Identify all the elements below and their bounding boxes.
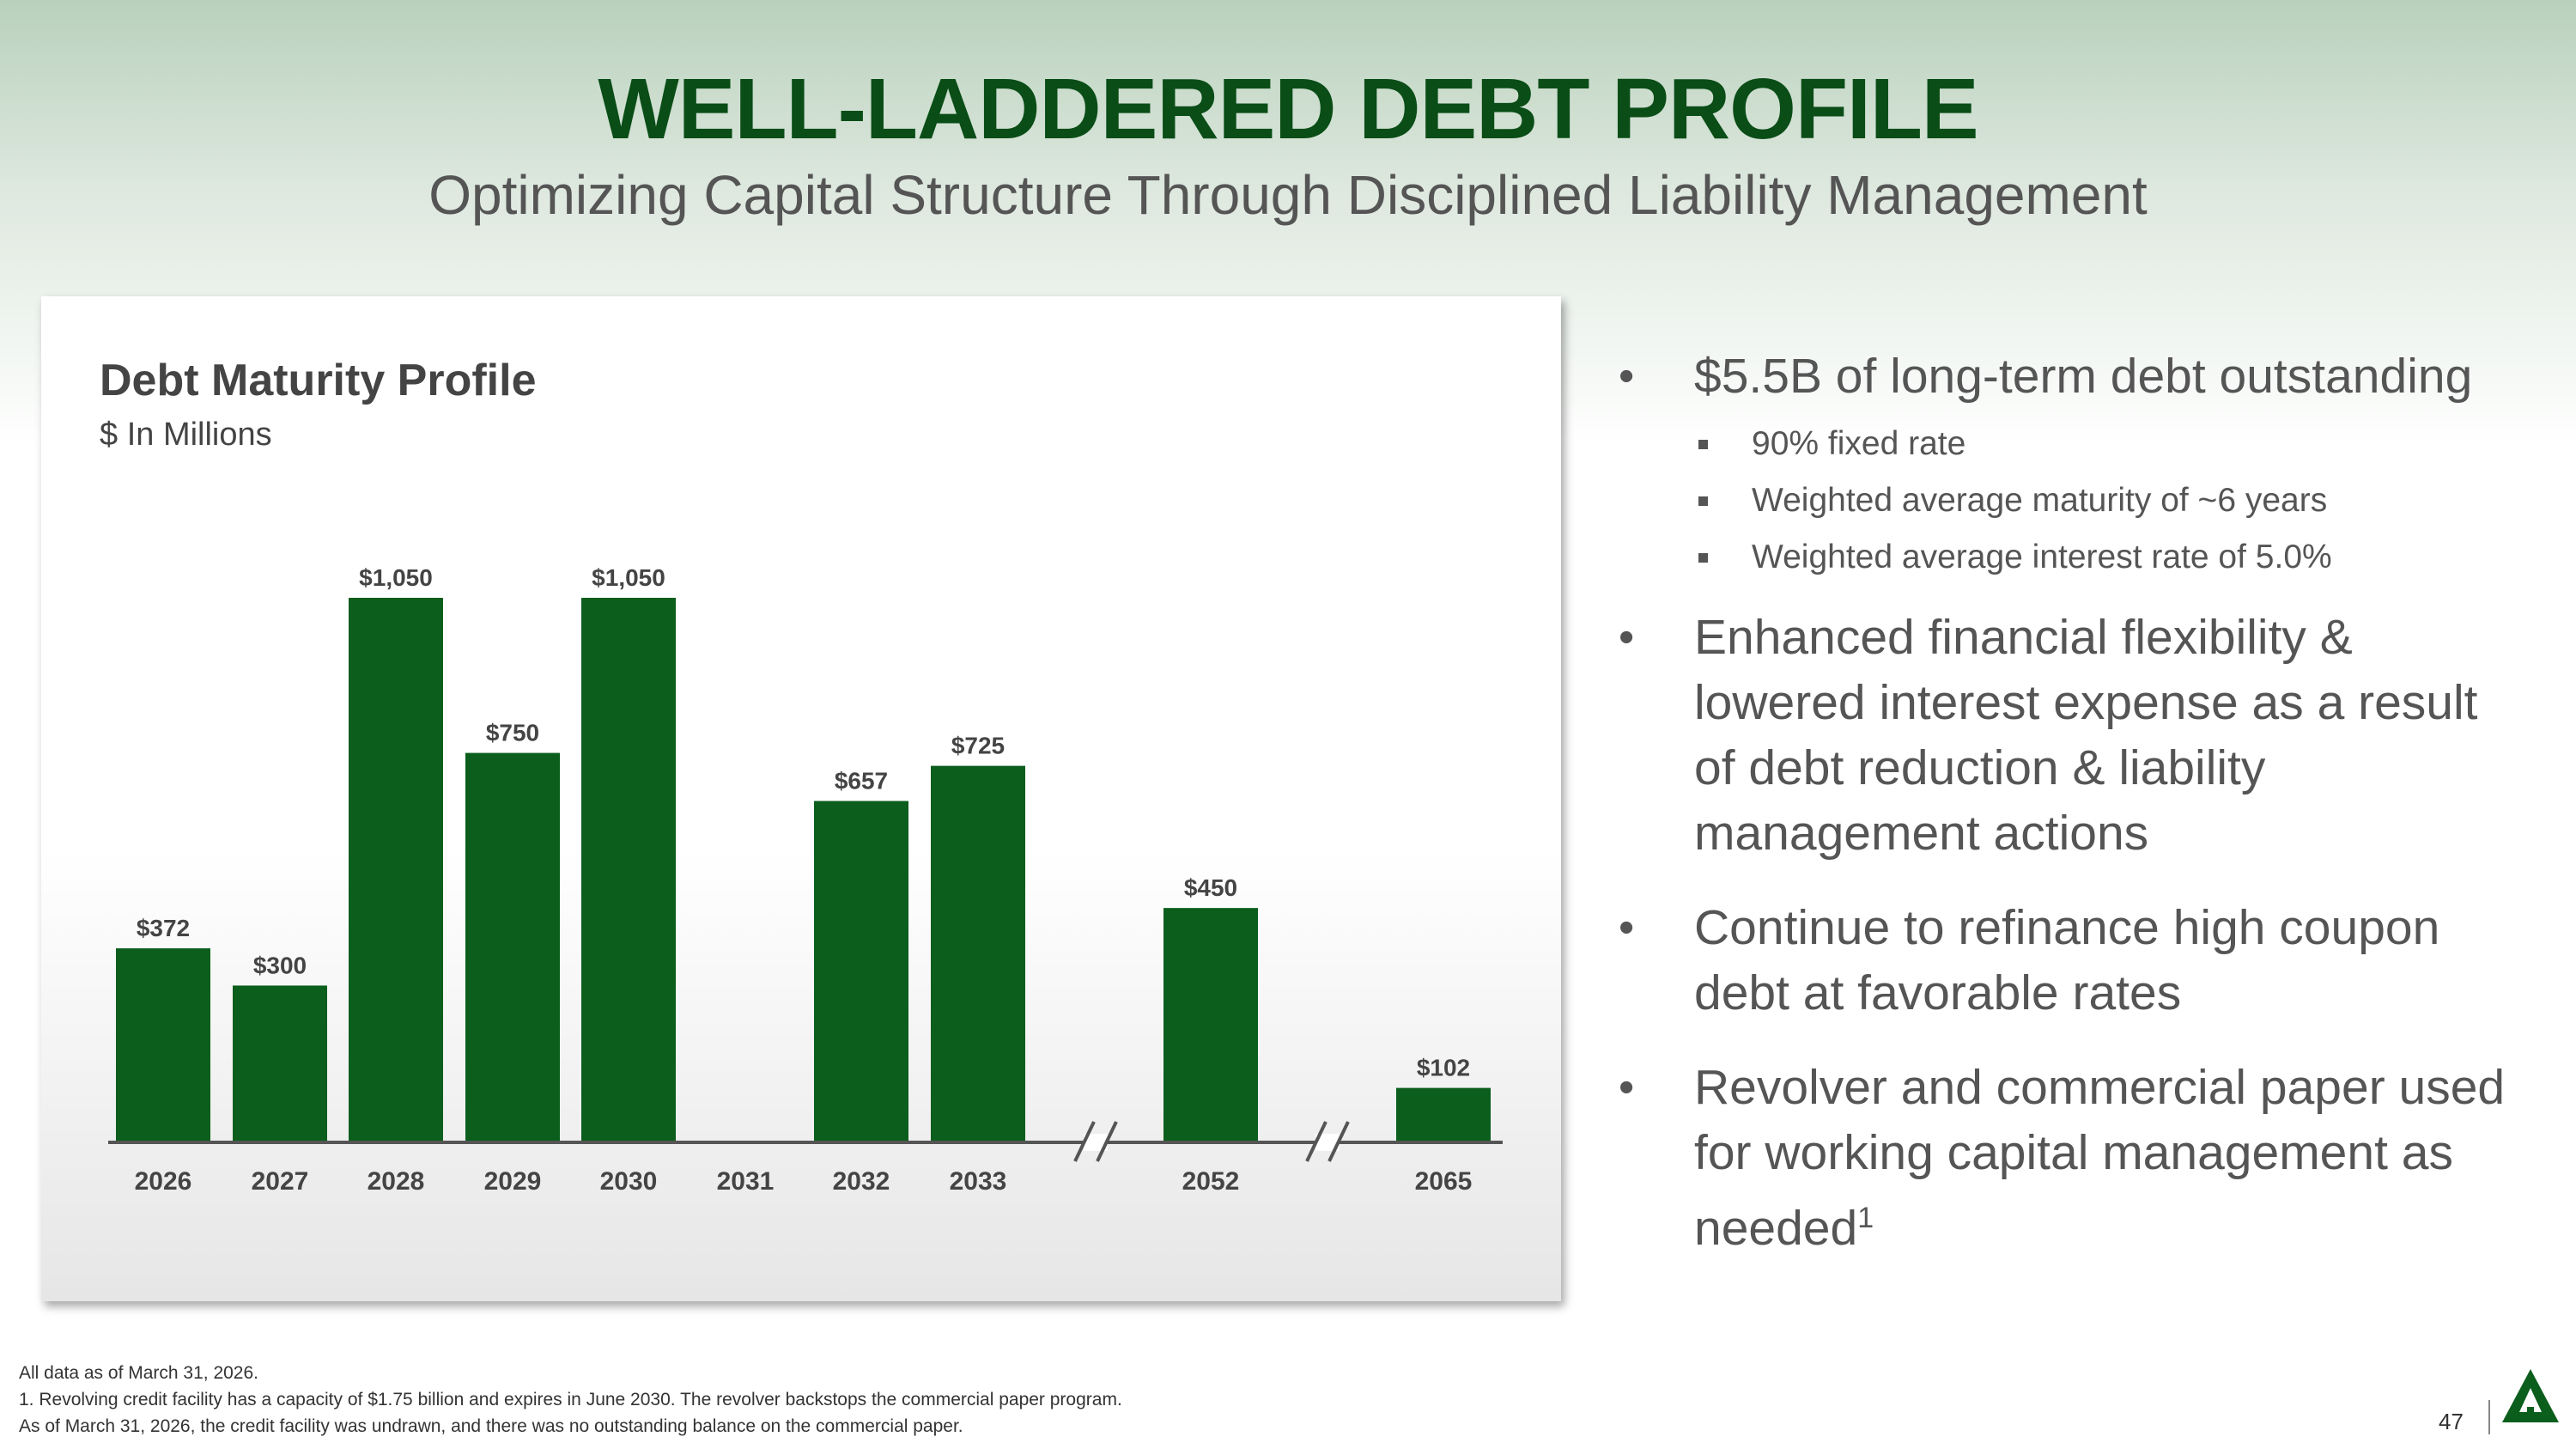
bar-2026 — [116, 948, 210, 1141]
tick-label-2065: 2065 — [1415, 1167, 1473, 1196]
axis-break-mark — [1305, 1121, 1327, 1162]
square-bullet-icon — [1698, 553, 1708, 563]
bullet-text: $5.5B of long-term debt outstanding — [1694, 349, 2473, 404]
bar-2030 — [581, 598, 676, 1141]
sub-bullet-fixed-rate: 90% fixed rate — [1614, 416, 2542, 472]
tick-label-2033: 2033 — [950, 1167, 1007, 1196]
bullet-line: lowered interest expense as a result — [1694, 675, 2478, 730]
sub-bullet-text: 90% fixed rate — [1752, 425, 1966, 462]
tick-label-2032: 2032 — [833, 1167, 890, 1196]
data-label-2033: $725 — [951, 733, 1005, 759]
bullet-revolver: • Revolver and commercial paper used for… — [1614, 1055, 2542, 1261]
data-label-2026: $372 — [137, 915, 190, 941]
footnote-line: All data as of March 31, 2026. — [19, 1363, 258, 1383]
data-label-2032: $657 — [835, 768, 888, 795]
bullet-list: • $5.5B of long-term debt outstanding 90… — [1614, 344, 2542, 1261]
footnote-line: 1. Revolving credit facility has a capac… — [19, 1390, 1122, 1409]
bar-2065 — [1396, 1087, 1491, 1141]
bar-2027 — [233, 985, 327, 1141]
tick-label-2052: 2052 — [1182, 1167, 1240, 1196]
bullet-refinance: • Continue to refinance high coupon debt… — [1614, 895, 2542, 1026]
bullet-line-last: needed1 — [1694, 1185, 2542, 1261]
bullet-debt-outstanding: • $5.5B of long-term debt outstanding — [1614, 344, 2542, 409]
chart-title: Debt Maturity Profile — [100, 356, 537, 405]
bullet-dot-icon: • — [1619, 1062, 1635, 1112]
axis-break-mark — [1327, 1121, 1350, 1162]
data-label-2028: $1,050 — [359, 564, 433, 591]
bullet-line: Continue to refinance high coupon — [1694, 900, 2440, 955]
bullet-dot-icon: • — [1619, 351, 1635, 401]
bar-2033 — [931, 765, 1025, 1141]
footer-divider — [2488, 1400, 2490, 1434]
page-subtitle: Optimizing Capital Structure Through Dis… — [428, 164, 2148, 226]
data-label-2027: $300 — [253, 952, 307, 978]
bullet-line: Enhanced financial flexibility & — [1694, 610, 2353, 665]
tick-label-2026: 2026 — [135, 1167, 192, 1196]
tree-logo-icon — [2502, 1369, 2559, 1422]
chart-panel: Debt Maturity Profile $ In Millions $372… — [41, 296, 1561, 1301]
footnotes: All data as of March 31, 2026. 1. Revolv… — [19, 1360, 1122, 1440]
data-label-2065: $102 — [1417, 1055, 1470, 1081]
bullet-dot-icon: • — [1619, 612, 1635, 662]
sub-bullet-interest: Weighted average interest rate of 5.0% — [1614, 529, 2542, 586]
axis-break-mark — [1073, 1121, 1096, 1162]
bullet-line: of debt reduction & liability — [1694, 740, 2266, 795]
tick-label-2028: 2028 — [368, 1167, 425, 1196]
bullet-flexibility: • Enhanced financial flexibility & lower… — [1614, 605, 2542, 866]
bullet-text: needed — [1694, 1201, 1858, 1256]
bullet-dot-icon: • — [1619, 903, 1635, 953]
footnote-ref[interactable]: 1 — [1857, 1202, 1874, 1234]
bar-2029 — [465, 752, 560, 1141]
sub-bullet-text: Weighted average maturity of ~6 years — [1752, 482, 2328, 519]
tick-label-2030: 2030 — [600, 1167, 658, 1196]
axis-break-gap — [1315, 1134, 1340, 1151]
bar-2028 — [349, 598, 443, 1141]
bar-2032 — [814, 801, 908, 1141]
tick-label-2031: 2031 — [717, 1167, 775, 1196]
square-bullet-icon — [1698, 440, 1708, 449]
axis-break-gap — [1084, 1134, 1108, 1151]
tick-label-2027: 2027 — [252, 1167, 309, 1196]
tick-label-2029: 2029 — [484, 1167, 542, 1196]
data-label-2052: $450 — [1184, 874, 1237, 901]
sub-bullet-text: Weighted average interest rate of 5.0% — [1752, 539, 2332, 575]
axis-break-mark — [1096, 1121, 1118, 1162]
page-number: 47 — [2439, 1409, 2464, 1434]
chart-units: $ In Millions — [100, 417, 272, 453]
bullet-line: for working capital management as — [1694, 1125, 2453, 1180]
square-bullet-icon — [1698, 496, 1708, 506]
footnote-line: As of March 31, 2026, the credit facilit… — [19, 1416, 963, 1436]
data-label-2029: $750 — [486, 720, 539, 746]
bullet-line: debt at favorable rates — [1694, 965, 2182, 1020]
bullet-line: Revolver and commercial paper used — [1694, 1060, 2506, 1115]
sub-bullet-maturity: Weighted average maturity of ~6 years — [1614, 472, 2542, 529]
data-label-2030: $1,050 — [592, 564, 665, 591]
bar-2052 — [1163, 908, 1258, 1141]
debt-maturity-chart: $372 2026 $300 2027 $1,050 2028 $750 2029 $1,050… — [108, 564, 1503, 1196]
page-title: WELL-LADDERED DEBT PROFILE — [598, 61, 1978, 157]
bullet-line: management actions — [1694, 806, 2149, 861]
